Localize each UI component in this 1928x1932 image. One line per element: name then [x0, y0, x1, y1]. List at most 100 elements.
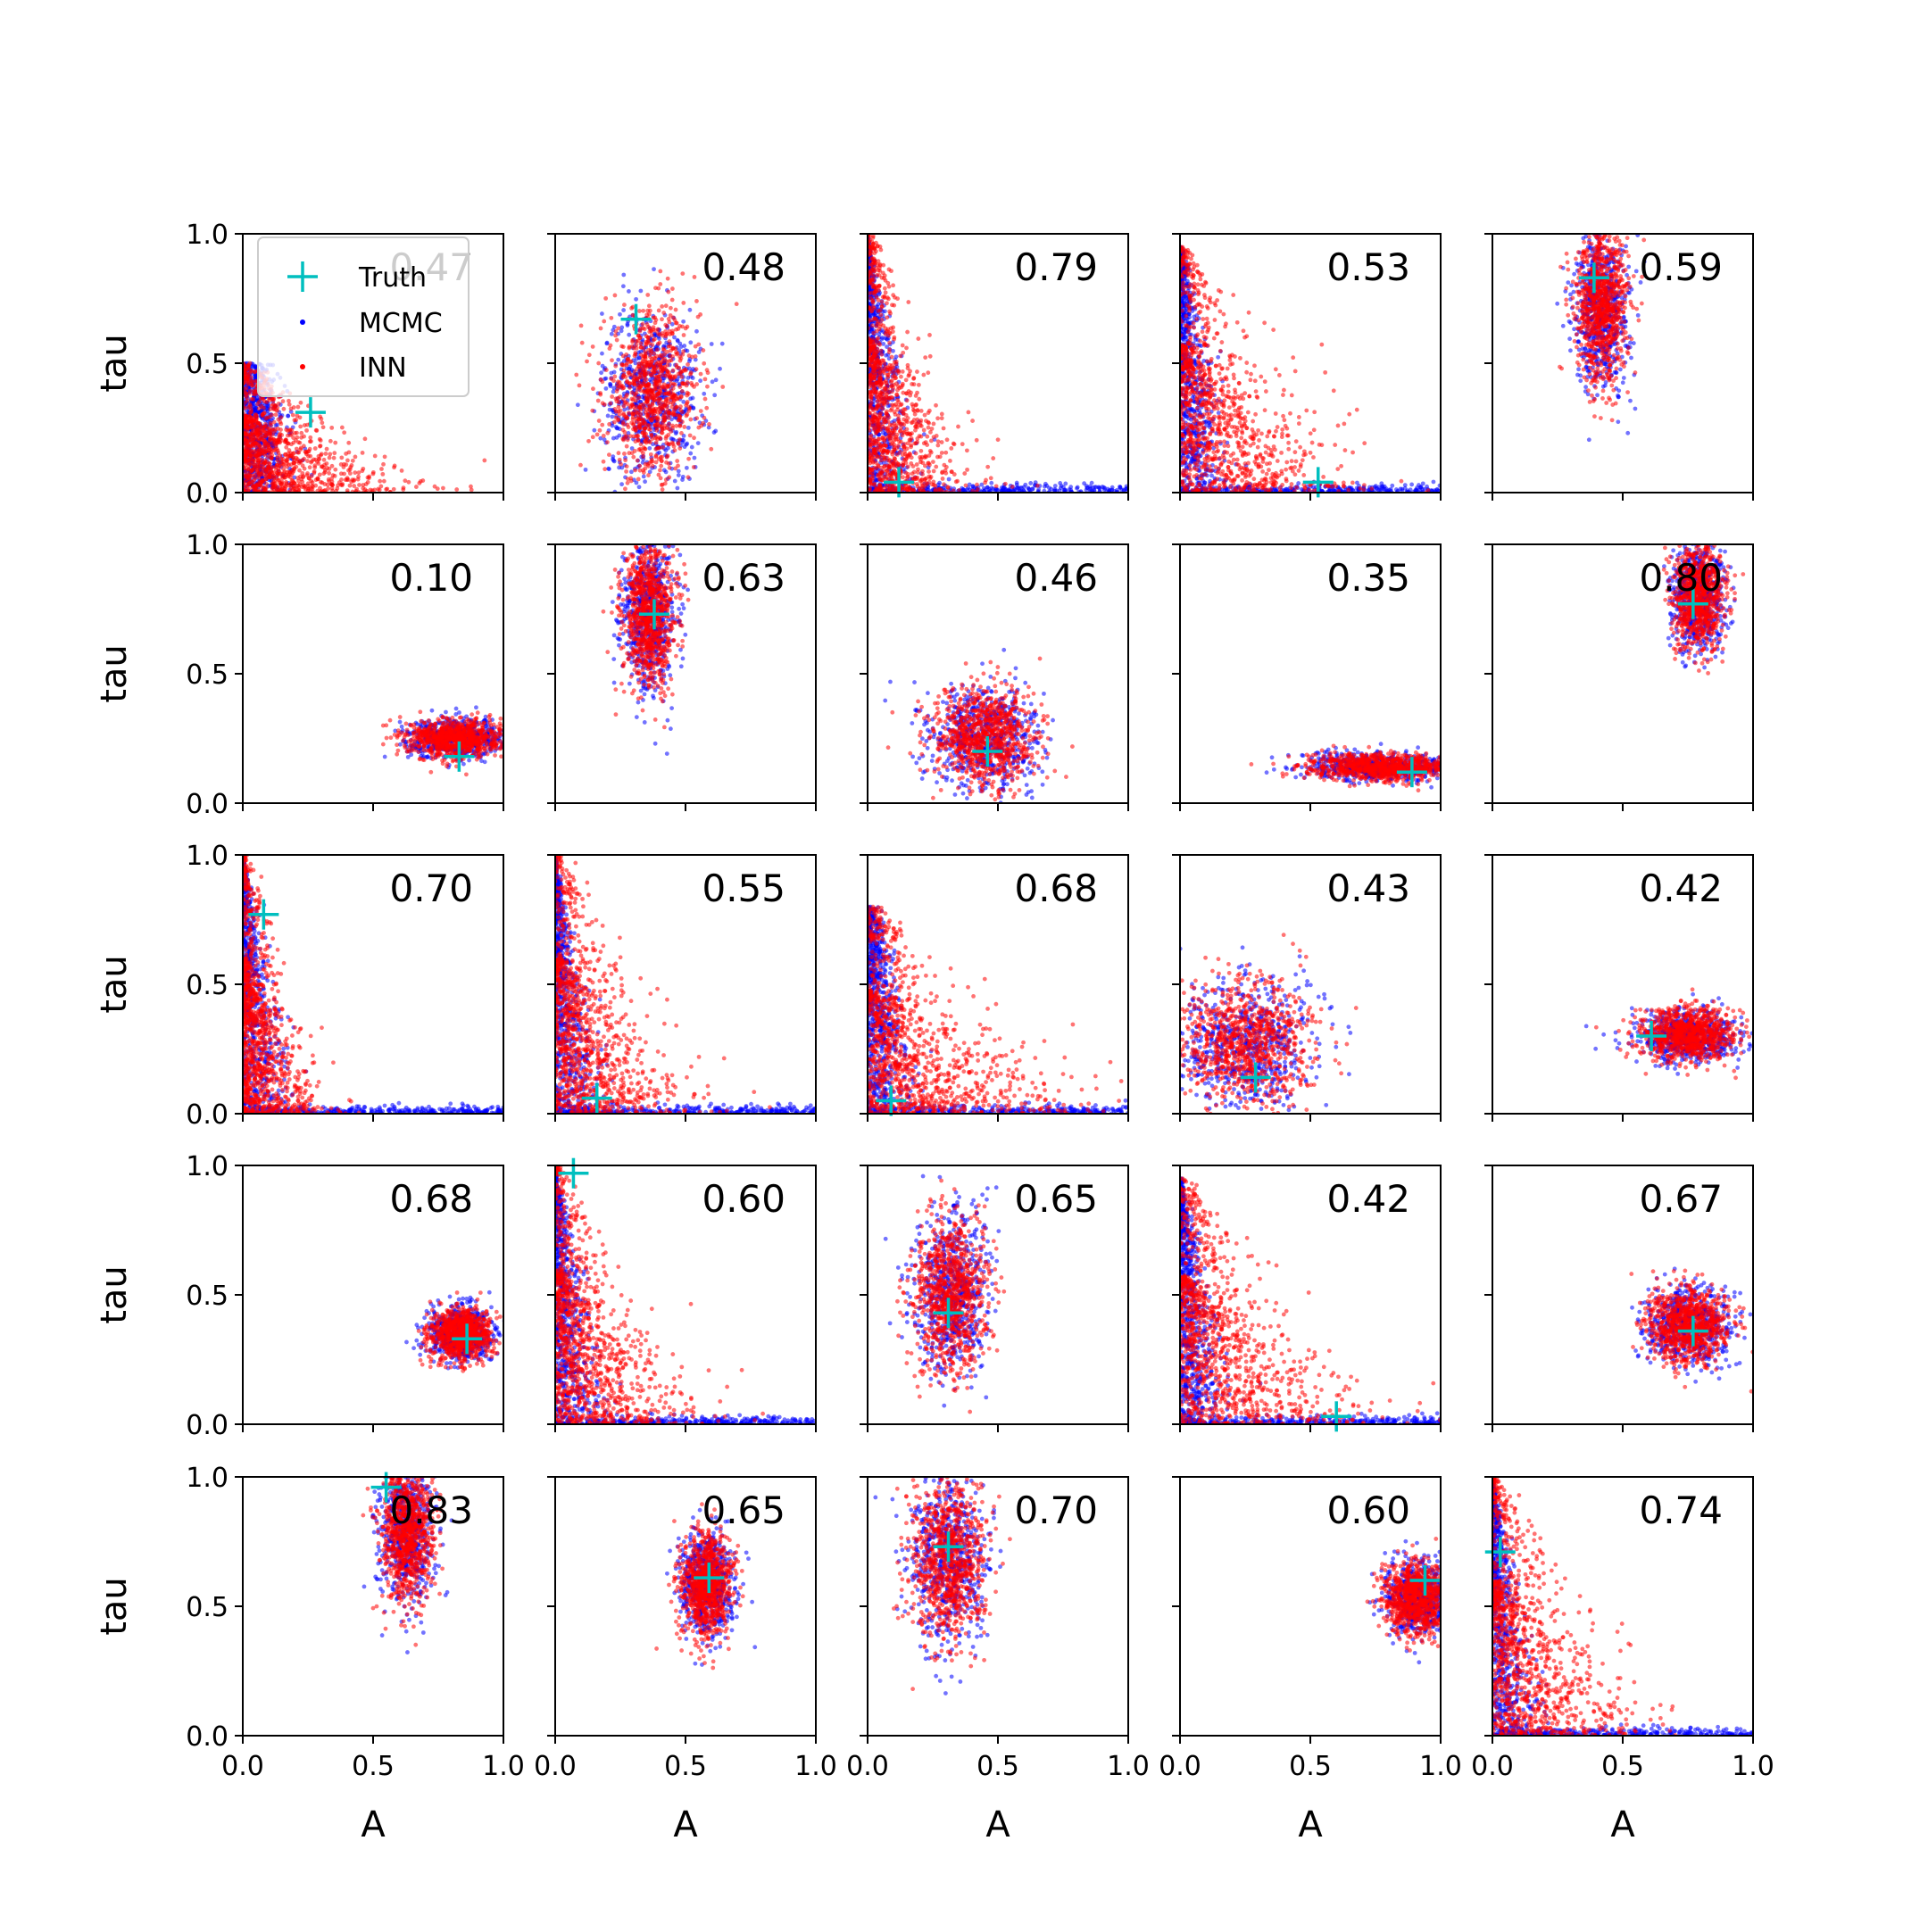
- inn-point-316: [699, 409, 703, 413]
- inn-point-1080: [351, 459, 355, 463]
- inn-point-1082: [246, 482, 251, 486]
- inn-point-522: [615, 338, 619, 343]
- inn-point-760: [313, 458, 318, 462]
- inn-point-589: [650, 411, 654, 416]
- inn-point-525: [297, 461, 302, 466]
- inn-point-497: [994, 484, 999, 488]
- inn-point-603: [668, 466, 672, 470]
- inn-point-994: [289, 432, 294, 436]
- inn-point-889: [684, 369, 688, 373]
- inn-point-40: [735, 302, 739, 306]
- inn-point-846: [403, 478, 407, 483]
- inn-point-703: [658, 363, 662, 368]
- inn-point-47: [965, 448, 969, 452]
- inn-point-849: [670, 424, 675, 428]
- mcmc-point-569: [691, 406, 695, 410]
- mcmc-point-98: [621, 284, 626, 288]
- inn-point-605: [281, 471, 286, 476]
- inn-point-898: [264, 400, 269, 404]
- inn-point-665: [659, 425, 663, 429]
- inn-point-733: [682, 333, 686, 337]
- inn-point-1079: [279, 482, 284, 486]
- inn-point-418: [694, 344, 698, 349]
- inn-point-257: [414, 485, 419, 489]
- inn-point-237: [342, 472, 346, 477]
- inn-point-878: [680, 389, 685, 394]
- inn-point-179: [928, 430, 933, 435]
- inn-point-553: [658, 282, 662, 286]
- inn-point-713: [658, 269, 662, 274]
- inn-point-845: [678, 408, 683, 412]
- inn-point-601: [591, 435, 595, 439]
- inn-point-619: [688, 534, 693, 538]
- inn-point-64: [378, 479, 382, 484]
- inn-point-16: [610, 358, 614, 362]
- inn-point-126: [599, 327, 603, 331]
- inn-point-902: [278, 485, 283, 490]
- inn-point-555: [673, 467, 677, 471]
- inn-point-992: [304, 452, 309, 457]
- inn-point-913: [300, 471, 304, 476]
- inn-point-58: [314, 428, 319, 433]
- inn-point-716: [654, 460, 659, 465]
- inn-point-1065: [253, 476, 257, 480]
- mcmc-point-376: [630, 500, 635, 504]
- mcmc-point-584: [673, 479, 677, 484]
- mcmc-point-949: [971, 484, 976, 488]
- inn-point-1097: [346, 477, 351, 482]
- inn-point-289: [308, 465, 312, 469]
- inn-point-600: [613, 334, 618, 338]
- inn-point-248: [363, 436, 368, 441]
- inn-point-1033: [279, 433, 284, 437]
- inn-point-661: [671, 442, 676, 446]
- inn-point-396: [688, 418, 693, 422]
- inn-point-299: [332, 451, 337, 455]
- inn-point-875: [633, 351, 637, 355]
- inn-point-873: [639, 449, 644, 453]
- inn-point-27: [661, 487, 665, 492]
- mcmc-point-418: [618, 312, 622, 317]
- inn-point-577: [686, 457, 691, 461]
- inn-point-847: [632, 381, 636, 386]
- inn-point-649: [379, 467, 384, 471]
- inn-point-598: [644, 508, 649, 512]
- inn-point-388: [342, 430, 346, 435]
- inn-point-763: [662, 357, 667, 361]
- inn-point-1011: [258, 448, 262, 452]
- inn-point-151: [919, 409, 924, 413]
- inn-point-409: [348, 484, 353, 488]
- inn-point-1064: [257, 473, 262, 477]
- inn-point-346: [917, 383, 921, 387]
- inn-point-923: [254, 448, 259, 452]
- inn-point-348: [901, 391, 905, 395]
- inn-point-837: [268, 437, 272, 442]
- inn-point-466: [925, 443, 929, 447]
- inn-point-808: [656, 342, 661, 346]
- inn-point-1089: [270, 446, 274, 451]
- inn-point-1096: [283, 485, 287, 489]
- inn-point-420: [268, 415, 272, 419]
- inn-point-864: [591, 386, 595, 391]
- inn-point-289: [674, 308, 678, 312]
- mcmc-point-180: [685, 466, 689, 470]
- inn-point-753: [295, 431, 299, 435]
- inn-point-861: [676, 352, 680, 356]
- inn-point-834: [289, 428, 294, 433]
- inn-point-1062: [270, 465, 275, 469]
- inn-point-979: [246, 461, 251, 466]
- inn-point-635: [617, 400, 621, 404]
- inn-point-827: [580, 341, 585, 345]
- mcmc-point-994: [1026, 485, 1031, 490]
- inn-point-1090: [249, 421, 253, 426]
- inn-point-760: [685, 383, 689, 387]
- inn-point-786: [281, 399, 286, 403]
- inn-point-820: [646, 325, 651, 329]
- inn-point-1088: [292, 484, 296, 488]
- inn-point-740: [643, 433, 647, 437]
- inn-point-1003: [243, 417, 247, 421]
- inn-point-882: [671, 346, 676, 351]
- inn-point-910: [285, 458, 289, 462]
- inn-point-1046: [303, 423, 307, 427]
- inn-point-842: [643, 360, 647, 364]
- inn-point-777: [652, 398, 656, 402]
